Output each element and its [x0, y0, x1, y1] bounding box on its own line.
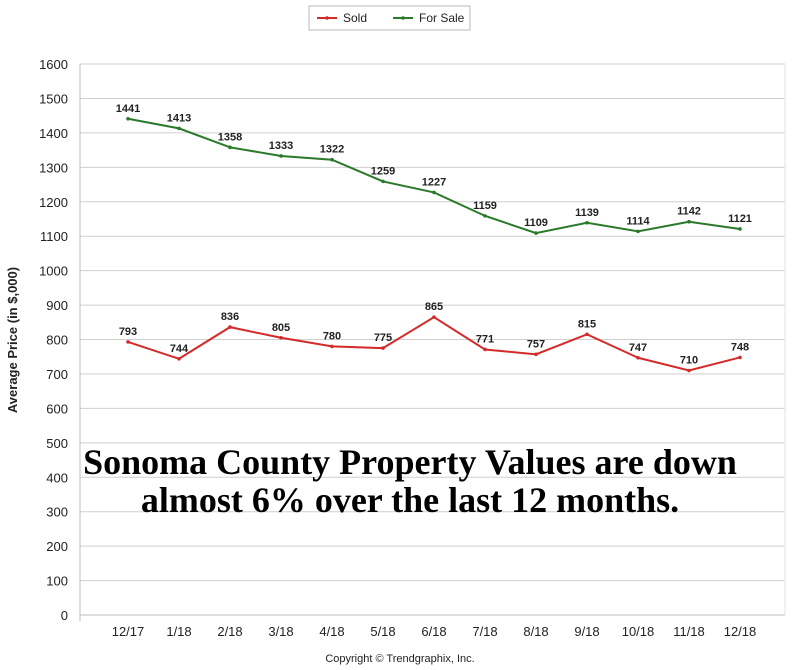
- x-tick-label: 12/17: [112, 624, 145, 639]
- x-tick-label: 3/18: [268, 624, 293, 639]
- data-label: 1109: [524, 217, 548, 229]
- data-point: [483, 347, 487, 352]
- y-tick-label: 600: [46, 401, 68, 416]
- data-point: [585, 220, 589, 225]
- headline-line-2: almost 6% over the last 12 months.: [140, 480, 680, 520]
- series-line-sold: [127, 315, 741, 372]
- data-point: [330, 157, 334, 162]
- data-label: 1159: [473, 200, 497, 212]
- x-tick-label: 8/18: [523, 624, 548, 639]
- data-label: 780: [323, 330, 341, 342]
- data-point: [279, 335, 283, 340]
- data-label: 793: [119, 326, 137, 338]
- data-point: [738, 355, 742, 360]
- y-tick-label: 700: [46, 367, 68, 382]
- x-tick-label: 9/18: [574, 624, 599, 639]
- x-tick-label: 11/18: [673, 624, 705, 639]
- x-tick-label: 12/18: [724, 624, 757, 639]
- data-label: 1358: [218, 131, 242, 143]
- data-label: 757: [527, 338, 545, 350]
- data-label: 775: [374, 332, 392, 344]
- x-tick-label: 4/18: [319, 624, 344, 639]
- gridlines: [80, 63, 785, 616]
- series: [126, 116, 742, 373]
- data-label: 1142: [677, 206, 701, 218]
- data-label: 1139: [575, 207, 599, 219]
- data-point: [228, 145, 232, 150]
- legend-label: For Sale: [419, 11, 465, 25]
- data-label: 771: [476, 333, 494, 345]
- data-point: [483, 214, 487, 218]
- data-point: [432, 190, 436, 195]
- data-point: [432, 315, 436, 319]
- data-point: [687, 368, 691, 373]
- y-tick-label: 1500: [39, 91, 68, 106]
- x-tick-label: 1/18: [166, 624, 191, 639]
- x-tick-label: 6/18: [421, 624, 446, 639]
- data-labels: 793 744 836 805 780 775 865 771 757 815 747 710 748 1…: [116, 103, 752, 367]
- data-point: [636, 229, 640, 234]
- data-label: 748: [731, 341, 749, 353]
- data-point: [738, 227, 742, 231]
- data-point: [585, 332, 589, 337]
- y-axis-label: Average Price (in $,000): [5, 267, 20, 413]
- data-label: 1114: [626, 215, 650, 227]
- data-label: 747: [629, 342, 647, 354]
- y-tick-label: 1300: [39, 160, 68, 175]
- y-tick-label: 1400: [39, 126, 68, 141]
- y-tick-label: 0: [61, 608, 68, 623]
- data-label: 805: [272, 322, 290, 334]
- data-label: 744: [170, 343, 189, 355]
- y-tick-label: 300: [46, 505, 68, 520]
- legend: Sold For Sale: [308, 5, 471, 31]
- x-tick-label: 10/18: [622, 624, 655, 639]
- x-tick-label: 2/18: [217, 624, 242, 639]
- data-point: [126, 340, 130, 344]
- legend-swatch-marker: [325, 16, 329, 20]
- data-label: 815: [578, 318, 596, 330]
- y-tick-label: 1600: [39, 57, 68, 72]
- data-point: [636, 355, 640, 360]
- data-point: [534, 352, 538, 357]
- data-point: [279, 154, 283, 158]
- data-label: 1259: [371, 165, 395, 177]
- data-point: [534, 231, 538, 235]
- data-point: [228, 325, 232, 329]
- data-label: 1413: [167, 112, 191, 124]
- x-tick-label: 7/18: [472, 624, 497, 639]
- legend-swatch-marker: [401, 16, 405, 20]
- data-label: 1441: [116, 103, 140, 115]
- y-tick-label: 800: [46, 333, 68, 348]
- axes: 0 100 200 300 400 500 600 700 800 900 1000 1100 1200…: [39, 57, 786, 639]
- y-tick-label: 200: [46, 539, 68, 554]
- data-label: 1322: [320, 144, 344, 156]
- data-point: [381, 179, 385, 184]
- data-label: 710: [680, 354, 698, 366]
- y-tick-label: 900: [46, 298, 68, 313]
- data-point: [126, 116, 130, 121]
- copyright-footer: Copyright © Trendgraphix, Inc.: [325, 653, 475, 665]
- data-point: [177, 126, 181, 131]
- data-label: 836: [221, 311, 239, 323]
- headline-line-1: Sonoma County Property Values are down: [83, 442, 737, 482]
- data-point: [177, 356, 181, 361]
- data-label: 1227: [422, 176, 446, 188]
- y-tick-label: 1000: [39, 264, 68, 279]
- data-label: 865: [425, 301, 443, 313]
- y-tick-label: 100: [46, 574, 68, 589]
- data-point: [687, 219, 691, 224]
- data-label: 1333: [269, 140, 293, 152]
- data-point: [381, 346, 385, 350]
- y-tick-label: 500: [46, 436, 68, 451]
- y-tick-label: 400: [46, 470, 68, 485]
- y-tick-label: 1100: [40, 229, 68, 244]
- legend-label: Sold: [343, 11, 367, 25]
- data-point: [330, 344, 334, 349]
- y-tick-label: 1200: [39, 195, 68, 210]
- x-tick-label: 5/18: [370, 624, 395, 639]
- data-label: 1121: [728, 213, 752, 225]
